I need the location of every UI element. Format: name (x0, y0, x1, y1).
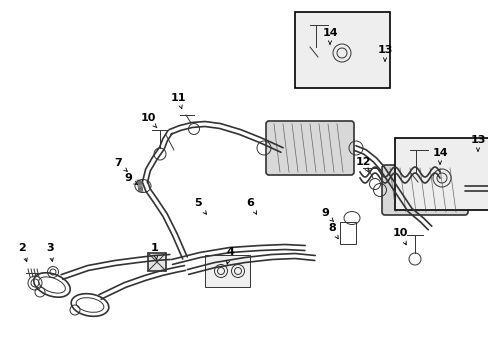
FancyBboxPatch shape (381, 165, 467, 215)
Text: 5: 5 (194, 198, 206, 214)
Bar (339, 222, 355, 244)
Text: 14: 14 (322, 28, 337, 44)
Text: 13: 13 (377, 45, 392, 61)
Text: 4: 4 (225, 247, 233, 264)
Text: 2: 2 (18, 243, 27, 261)
Text: 7: 7 (114, 158, 127, 171)
Text: 14: 14 (431, 148, 447, 164)
Text: 13: 13 (469, 135, 485, 151)
Bar (148, 253, 165, 271)
Text: 6: 6 (245, 198, 256, 214)
Text: 1: 1 (151, 243, 159, 259)
Text: 10: 10 (391, 228, 407, 245)
FancyBboxPatch shape (265, 121, 353, 175)
Text: 9: 9 (321, 208, 333, 222)
Bar (204, 255, 249, 287)
Text: 10: 10 (140, 113, 157, 128)
Text: 11: 11 (170, 93, 185, 109)
Text: 8: 8 (327, 223, 338, 239)
Text: 3: 3 (46, 243, 54, 261)
Bar (394, 138, 488, 210)
Bar (294, 12, 389, 88)
Text: 9: 9 (124, 173, 137, 185)
Text: 12: 12 (354, 157, 370, 172)
